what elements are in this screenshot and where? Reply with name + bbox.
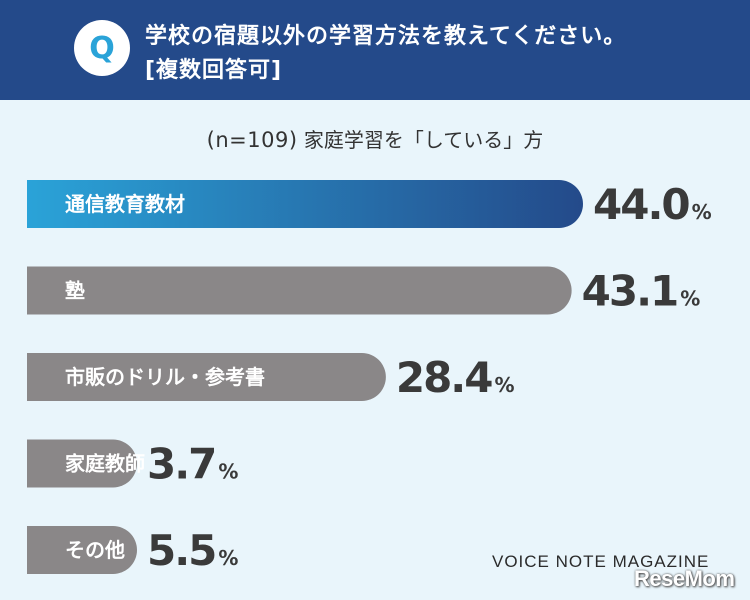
q-icon: Q [89, 30, 115, 66]
sample-size: (n=109) [206, 128, 298, 152]
value-label-3: 3.7% [147, 440, 238, 489]
category-label-3: 家庭教師 [65, 452, 145, 476]
category-label-2: 市販のドリル・参考書 [65, 365, 265, 389]
value-label-4: 5.5% [147, 526, 238, 575]
question-text: 学校の宿題以外の学習方法を教えてください。 [145, 24, 627, 49]
bar-3 [27, 439, 137, 488]
bar-1 [27, 266, 572, 315]
subtitle-text: 家庭学習を「している」方 [303, 128, 544, 152]
chart-subtitle: (n=109) 家庭学習を「している」方 [0, 124, 750, 153]
category-label-4: その他 [65, 538, 125, 562]
value-label-1: 43.1% [582, 267, 701, 316]
bar-0 [27, 180, 583, 228]
question-header: Q 学校の宿題以外の学習方法を教えてください。 [複数回答可] [0, 0, 750, 100]
category-label-1: 塾 [65, 279, 85, 303]
bar-2 [27, 353, 386, 401]
resemom-logo: ReseMom [634, 566, 735, 591]
brand-text: VOICE NOTE MAGAZINE [492, 552, 710, 571]
category-label-0: 通信教育教材 [65, 192, 185, 216]
question-note: [複数回答可] [145, 58, 283, 83]
value-label-2: 28.4% [396, 353, 515, 402]
value-label-0: 44.0% [593, 180, 712, 229]
question-badge: Q [74, 20, 130, 76]
bar-4 [27, 526, 137, 574]
